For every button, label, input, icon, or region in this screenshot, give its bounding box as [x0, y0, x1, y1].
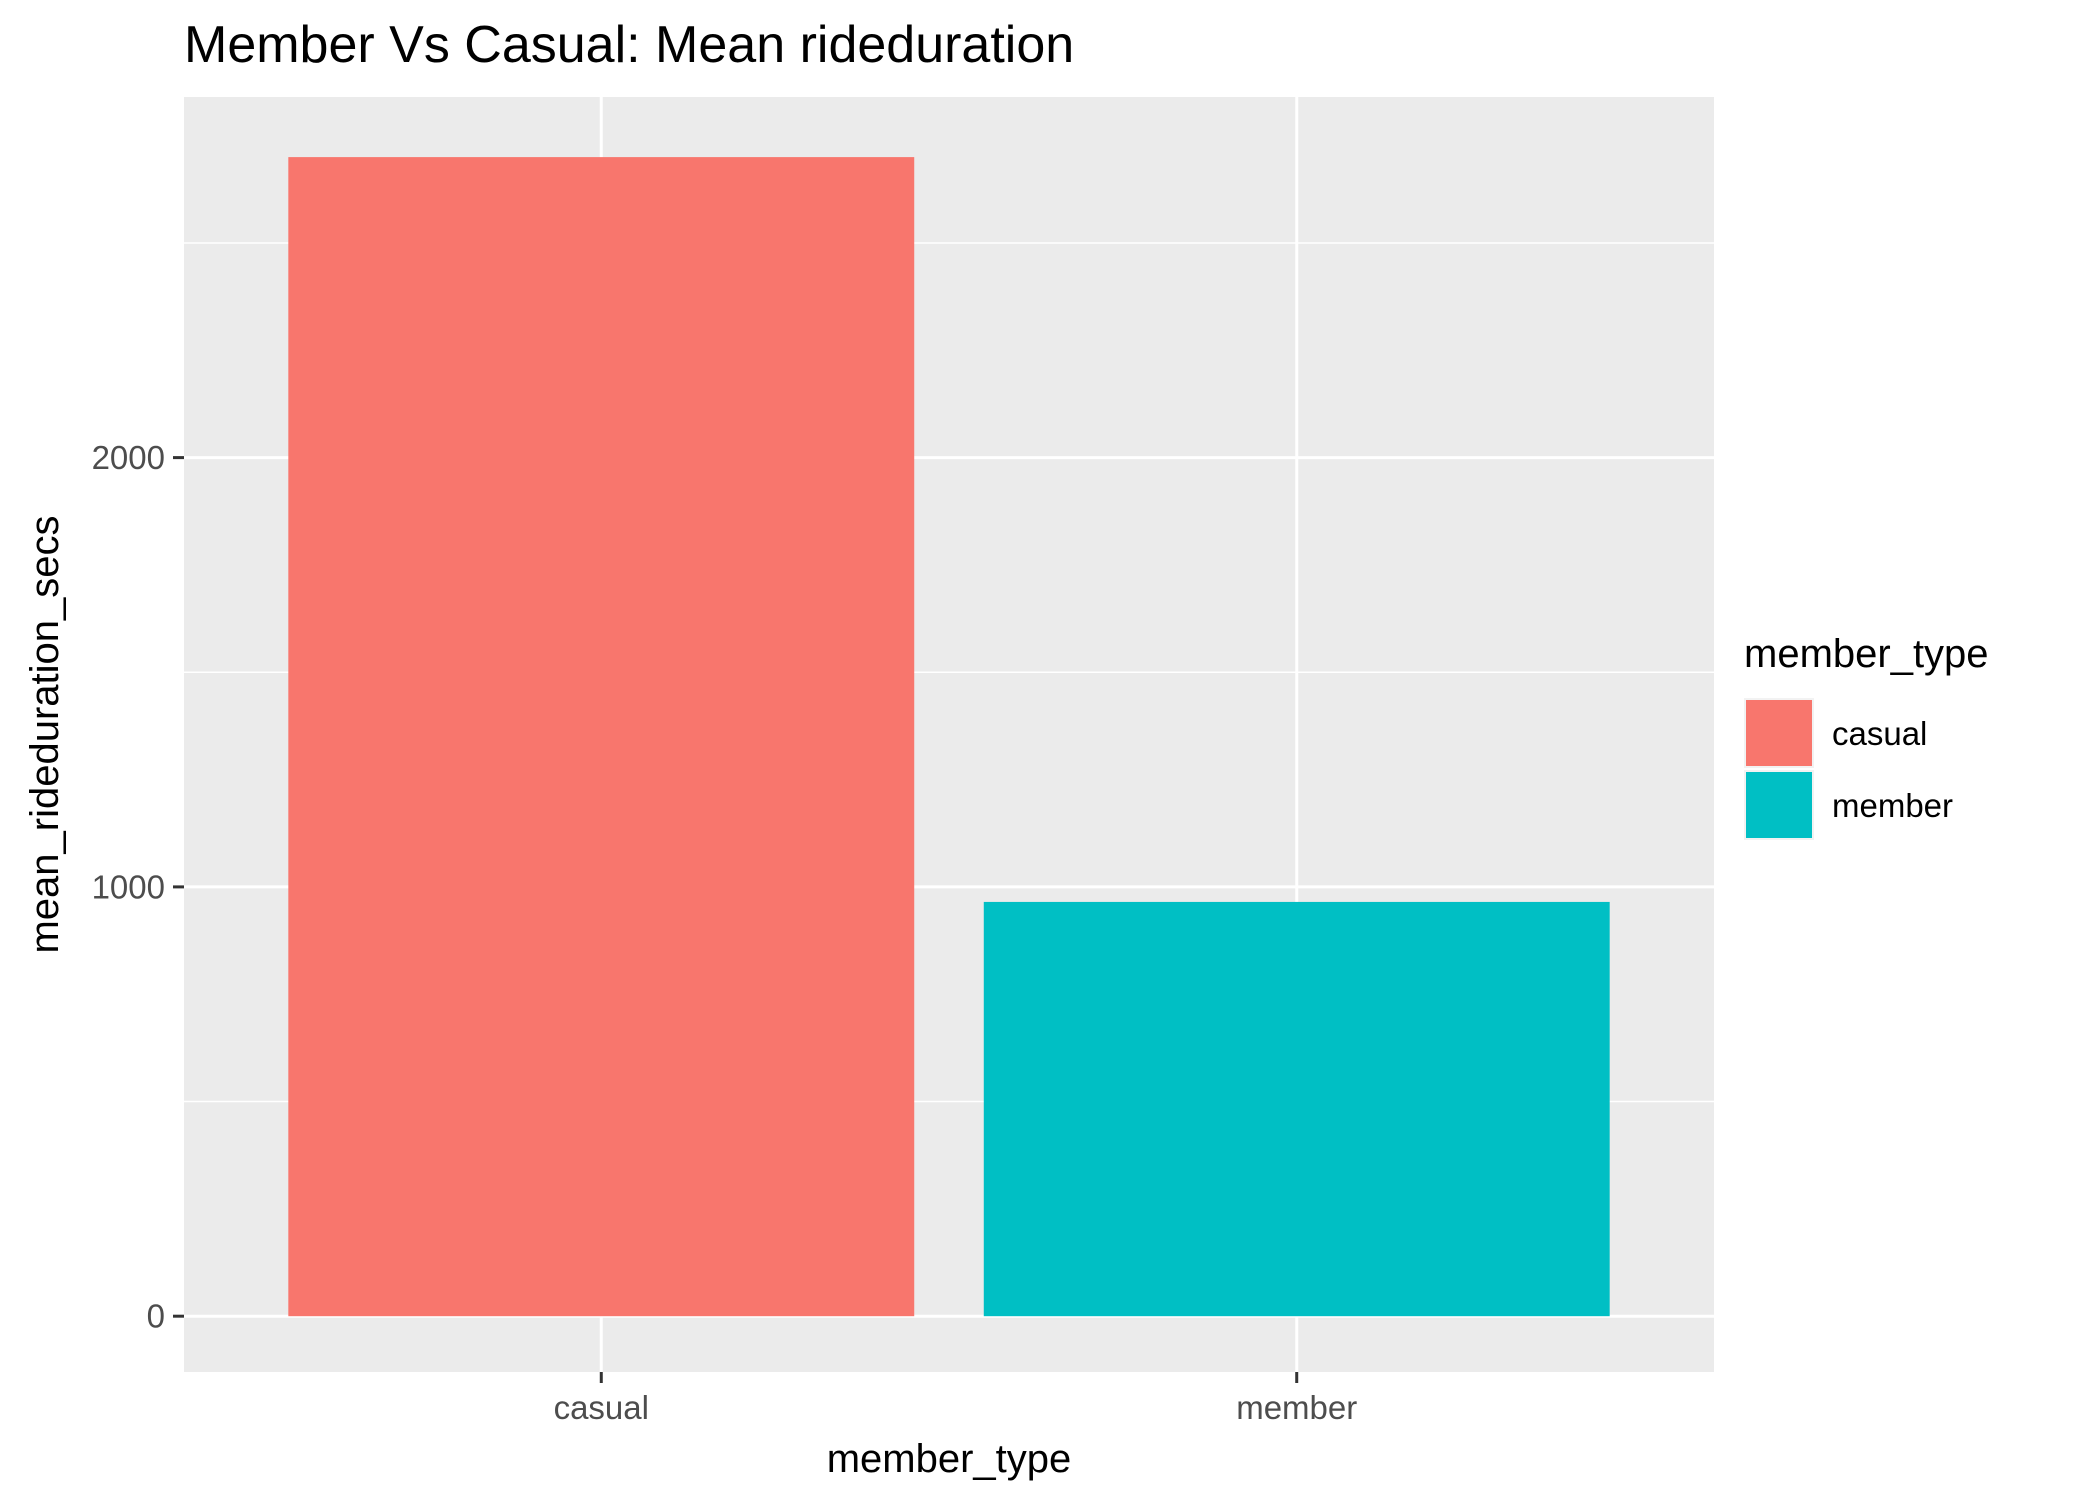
legend-label-casual: casual	[1832, 715, 1927, 752]
legend: member_type casual member	[1744, 632, 1989, 840]
y-axis: 0 1000 2000	[92, 439, 184, 1335]
legend-swatch-casual	[1746, 700, 1812, 766]
bar-casual	[288, 157, 915, 1317]
y-tick-label: 0	[147, 1298, 165, 1335]
legend-swatch-member	[1746, 772, 1812, 838]
x-tick-label: member	[1236, 1389, 1357, 1426]
y-tick-label: 2000	[92, 439, 165, 476]
bars	[288, 157, 1610, 1317]
x-axis: casual member	[554, 1372, 1357, 1426]
x-axis-title: member_type	[827, 1437, 1072, 1481]
y-axis-title: mean_rideduration_secs	[23, 515, 67, 953]
x-tick-label: casual	[554, 1389, 649, 1426]
legend-label-member: member	[1832, 787, 1953, 824]
chart-title: Member Vs Casual: Mean rideduration	[184, 16, 1074, 74]
legend-title: member_type	[1744, 632, 1989, 676]
bar-member	[983, 901, 1610, 1317]
y-tick-label: 1000	[92, 868, 165, 905]
